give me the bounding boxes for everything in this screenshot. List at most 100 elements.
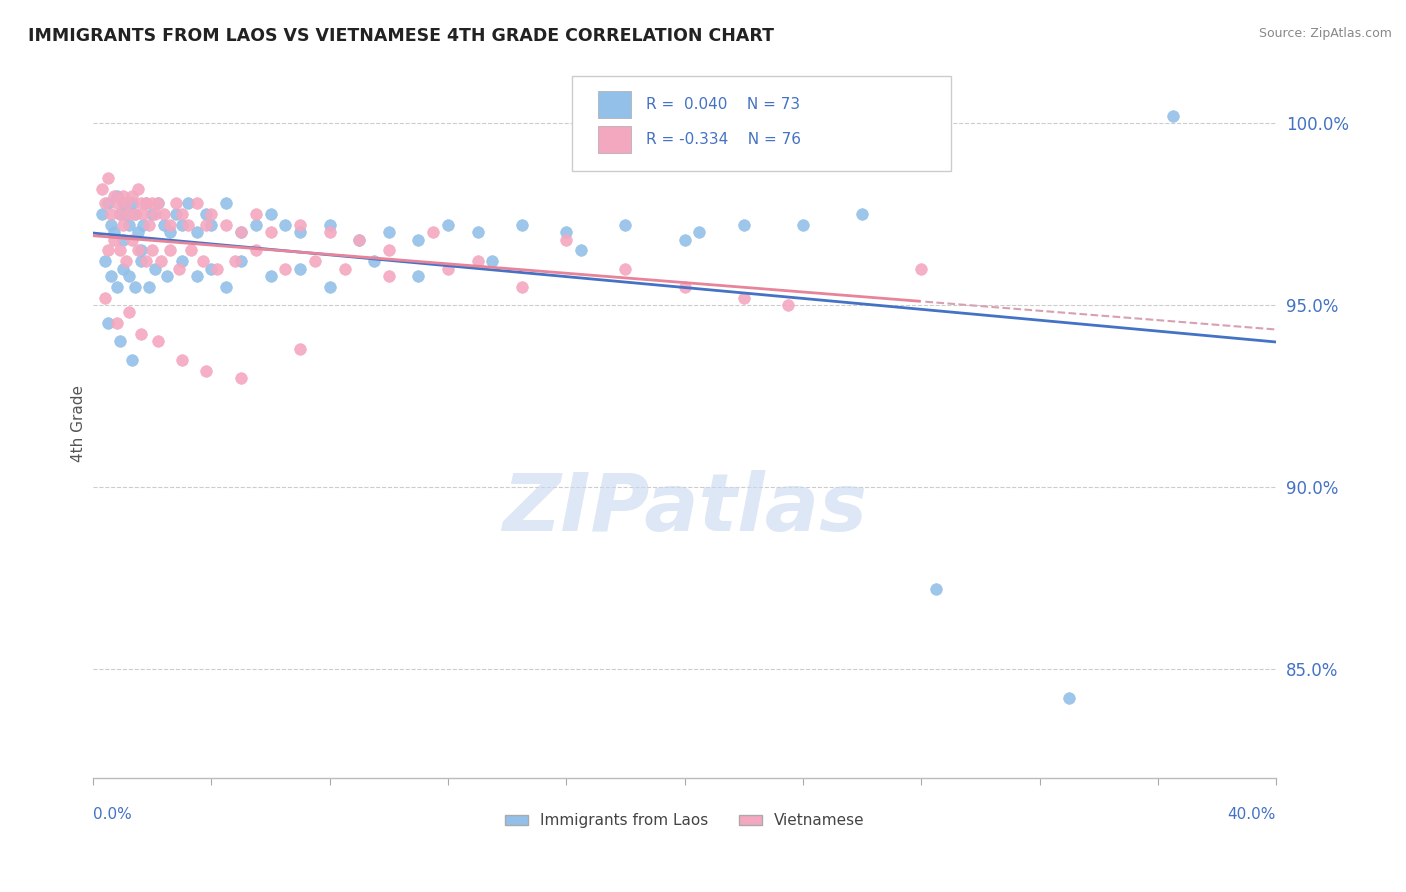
Point bbox=[481, 254, 503, 268]
Point bbox=[129, 254, 152, 268]
Point bbox=[229, 225, 252, 239]
Point bbox=[165, 207, 187, 221]
Point bbox=[200, 207, 222, 221]
Point bbox=[673, 280, 696, 294]
Point bbox=[378, 244, 401, 258]
Point bbox=[127, 181, 149, 195]
Point bbox=[259, 207, 281, 221]
Point bbox=[304, 254, 326, 268]
Point bbox=[129, 327, 152, 342]
Point bbox=[143, 207, 166, 221]
Point bbox=[111, 218, 134, 232]
Point bbox=[118, 218, 141, 232]
Text: 40.0%: 40.0% bbox=[1227, 806, 1277, 822]
Point bbox=[105, 196, 128, 211]
Point bbox=[138, 218, 160, 232]
Y-axis label: 4th Grade: 4th Grade bbox=[72, 384, 86, 462]
Point bbox=[177, 196, 200, 211]
Point bbox=[118, 268, 141, 283]
Point bbox=[229, 225, 252, 239]
Point bbox=[319, 280, 342, 294]
Point bbox=[153, 218, 176, 232]
Point bbox=[108, 334, 131, 349]
Point bbox=[127, 225, 149, 239]
Point bbox=[118, 305, 141, 319]
Point bbox=[159, 218, 181, 232]
Point bbox=[141, 207, 163, 221]
Point bbox=[103, 233, 125, 247]
Point bbox=[290, 225, 312, 239]
Point bbox=[1161, 109, 1184, 123]
Point bbox=[97, 170, 120, 185]
Point bbox=[121, 352, 143, 367]
Point bbox=[170, 218, 193, 232]
Point bbox=[215, 218, 238, 232]
Point bbox=[733, 218, 755, 232]
Point bbox=[274, 261, 297, 276]
Point bbox=[290, 261, 312, 276]
Point bbox=[191, 254, 214, 268]
Point bbox=[437, 218, 460, 232]
Point bbox=[103, 189, 125, 203]
Point bbox=[118, 207, 141, 221]
Point bbox=[733, 291, 755, 305]
Point bbox=[229, 371, 252, 385]
FancyBboxPatch shape bbox=[599, 126, 631, 153]
Point bbox=[124, 207, 146, 221]
Point bbox=[207, 261, 229, 276]
Point bbox=[165, 196, 187, 211]
Point bbox=[105, 280, 128, 294]
Point bbox=[614, 218, 637, 232]
Point bbox=[688, 225, 710, 239]
Point bbox=[108, 207, 131, 221]
Point bbox=[148, 334, 170, 349]
Text: R = -0.334    N = 76: R = -0.334 N = 76 bbox=[645, 132, 800, 147]
Point bbox=[170, 254, 193, 268]
Point bbox=[200, 261, 222, 276]
Point bbox=[121, 196, 143, 211]
Point bbox=[319, 225, 342, 239]
Point bbox=[673, 233, 696, 247]
Point bbox=[378, 268, 401, 283]
Point bbox=[148, 196, 170, 211]
Point bbox=[127, 244, 149, 258]
Point bbox=[422, 225, 444, 239]
FancyBboxPatch shape bbox=[599, 91, 631, 119]
Point bbox=[97, 316, 120, 330]
Point bbox=[97, 196, 120, 211]
Point bbox=[135, 196, 157, 211]
Point bbox=[153, 207, 176, 221]
Point bbox=[319, 218, 342, 232]
Point bbox=[129, 244, 152, 258]
Point bbox=[224, 254, 246, 268]
Point bbox=[200, 218, 222, 232]
Point bbox=[290, 218, 312, 232]
Point bbox=[1057, 691, 1080, 706]
Text: Source: ZipAtlas.com: Source: ZipAtlas.com bbox=[1258, 27, 1392, 40]
Point bbox=[851, 207, 873, 221]
Point bbox=[100, 218, 122, 232]
Point bbox=[132, 207, 155, 221]
Point bbox=[555, 225, 578, 239]
Point bbox=[167, 261, 190, 276]
Point bbox=[437, 261, 460, 276]
Point bbox=[100, 268, 122, 283]
Point bbox=[349, 233, 371, 247]
Point bbox=[245, 244, 267, 258]
Point bbox=[778, 298, 800, 312]
Point bbox=[138, 280, 160, 294]
Point bbox=[135, 254, 157, 268]
Point bbox=[114, 207, 136, 221]
Point bbox=[103, 225, 125, 239]
Point bbox=[186, 225, 208, 239]
Point bbox=[925, 582, 948, 596]
Text: R =  0.040    N = 73: R = 0.040 N = 73 bbox=[645, 97, 800, 112]
Point bbox=[259, 268, 281, 283]
Point bbox=[124, 280, 146, 294]
Point bbox=[259, 225, 281, 239]
Point bbox=[91, 181, 114, 195]
Point bbox=[194, 218, 217, 232]
Point bbox=[121, 189, 143, 203]
Point bbox=[105, 316, 128, 330]
Point bbox=[555, 233, 578, 247]
